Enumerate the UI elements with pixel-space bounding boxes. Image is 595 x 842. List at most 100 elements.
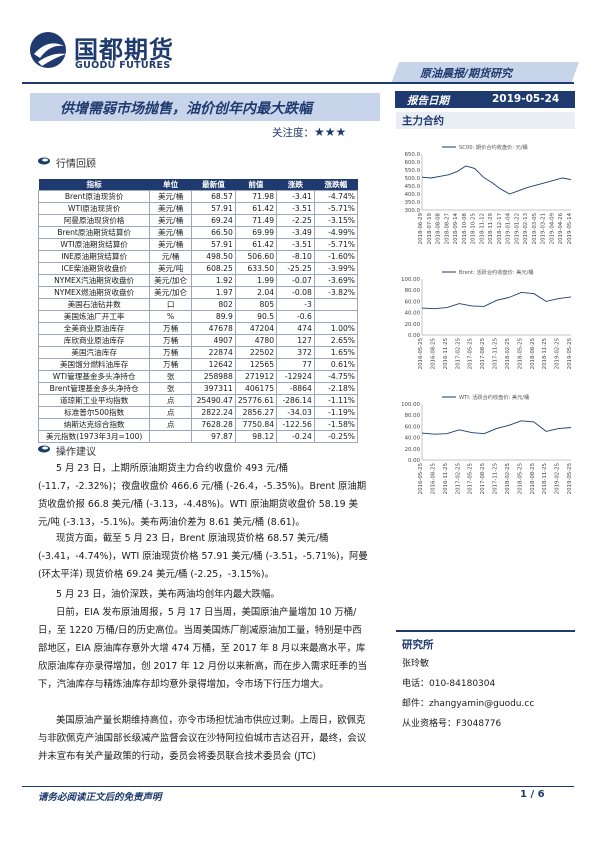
table-row: WTI原油现货价 美元/桶 57.91 61.42 -3.51 -5.71% (37, 202, 359, 215)
table-cell: -3 (276, 298, 315, 311)
table-row: 标准普尔500指数点 2822.24 2856.27 -34.03 -1.19% (37, 406, 359, 419)
table-cell: 22502 (234, 346, 278, 359)
table-row: 纳斯达克综合指数点 7628.28 7750.84 -122.56 -1.58% (37, 418, 359, 431)
table-cell: -3.41 (276, 190, 315, 203)
table-cell: 77 (276, 358, 315, 371)
table-cell: 506.60 (234, 250, 278, 263)
table-row: ICE柴油期货收盘价 美元/吨 608.25 633.50 -25.25 -3.99% (37, 262, 359, 275)
x-tick-label: 2018-08-27 (444, 213, 450, 244)
x-tick-label: 2019-01-04 (506, 212, 512, 244)
y-tick-label: 450.0 (405, 184, 421, 190)
table-cell: 美元/加仑 (149, 286, 192, 299)
x-tick-label: 2019-05-25 (567, 463, 573, 494)
y-tick-label: 60.00 (405, 424, 421, 430)
table-row: 库欣商业原油库存 万桶 4907 4780 127 2.65% (37, 334, 359, 347)
indicator-name: Brent原油期货结算价 (37, 226, 151, 239)
x-tick-label: 2018-02-25 (505, 463, 511, 494)
col-header: 单位 (149, 179, 192, 191)
table-cell: -3.99% (313, 262, 359, 275)
x-tick-label: 2018-09-14 (453, 212, 459, 244)
y-tick-label: 300.0 (405, 208, 421, 214)
table-cell: 万桶 (149, 346, 192, 359)
indicator-name: 美元指数(1973年3月=100) (37, 430, 151, 443)
table-cell: -12924 (276, 370, 315, 383)
table-cell: -122.56 (276, 418, 315, 431)
contact-title: 研究所 (402, 639, 434, 651)
table-cell: -34.03 (276, 406, 315, 419)
x-tick-label: 2017-08-25 (480, 338, 486, 369)
x-tick-label: 2017-11-25 (493, 338, 499, 369)
x-tick-label: 2016-11-25 (443, 463, 449, 494)
x-tick-label: 2018-05-25 (517, 463, 523, 494)
table-cell: 127 (276, 334, 315, 347)
table-cell (313, 310, 359, 323)
analyst-email[interactable]: 邮件：zhangyamin@guodu.cc (402, 699, 535, 709)
x-tick-label: 2016-08-25 (430, 463, 436, 494)
chart-legend: Brent: 活跃合约收盘价: 美元/桶 (459, 268, 534, 276)
report-date-bar (395, 91, 575, 108)
y-tick-label: 500.0 (405, 176, 421, 182)
table-cell: 69.24 (191, 214, 236, 227)
x-tick-label: 2018-02-25 (505, 338, 511, 369)
table-cell (313, 298, 359, 311)
chart-sc-price: SC00: 期价合约收盘价: 元/桶 650.0 600.0 550.0 500.0 45… (405, 143, 573, 244)
table-cell: -3.15% (313, 214, 359, 227)
table-cell: 美元/桶 (149, 202, 192, 215)
y-tick-label: 20.00 (405, 447, 421, 453)
x-tick-label: 2018-08-25 (530, 338, 536, 369)
table-row: NYMEX燃油期货收盘价 美元/加仑 1.97 2.04 -0.08 -3.82% (37, 286, 359, 299)
col-header: 前值 (235, 179, 277, 191)
indicator-name: 标准普尔500指数 (37, 406, 151, 419)
x-tick-label: 2017-08-25 (480, 463, 486, 494)
x-tick-label: 2018-11-12 (479, 213, 485, 244)
series-line (421, 420, 572, 435)
x-tick-label: 2018-08-25 (530, 463, 536, 494)
table-cell: -8.10 (276, 250, 315, 263)
table-cell: -2.25 (276, 214, 315, 227)
table-row: 道琼斯工业平均指数点 25490.47 25776.61 -286.14 -1.11% (37, 394, 359, 407)
report-title: 供增需弱市场抛售，油价创年内最大跌幅 (60, 101, 312, 117)
table-cell: -25.25 (276, 262, 315, 275)
table-cell: 万桶 (149, 358, 192, 371)
y-tick-label: 550.0 (405, 168, 421, 174)
x-tick-label: 2019-04-09 (549, 212, 555, 244)
indicator-name: 美国炼油厂开工率 (37, 310, 151, 323)
table-cell: 12565 (234, 358, 278, 371)
y-tick-label: 60.00 (405, 299, 421, 305)
y-tick-label: 600.0 (405, 160, 421, 166)
indicator-name: 全美商业原油库存 (37, 322, 151, 335)
table-cell: 口 (149, 298, 192, 311)
table-cell: -5.71% (313, 238, 359, 251)
x-tick-label: 2019-03-21 (541, 213, 547, 244)
series-line (421, 165, 572, 195)
table-cell: 633.50 (234, 262, 278, 275)
y-tick-label: 100.00 (401, 402, 420, 408)
table-cell: 点 (149, 418, 192, 431)
table-cell: 68.57 (191, 190, 236, 203)
x-tick-label: 2018-10-08 (462, 212, 468, 244)
table-cell: 美元/吨 (149, 262, 192, 275)
indicator-name: 纳斯达克综合指数 (37, 418, 151, 431)
table-cell: 美元/桶 (149, 226, 192, 239)
y-tick-label: 0.00 (408, 458, 421, 464)
section-bullet-icon (38, 445, 50, 453)
table-cell: 805 (234, 298, 278, 311)
table-cell: 397311 (191, 382, 236, 395)
x-tick-label: 2018-08-08 (436, 212, 442, 244)
table-cell: -8864 (276, 382, 315, 395)
x-tick-label: 2016-05-25 (418, 463, 424, 494)
disclaimer-link[interactable]: 请务必阅读正文后的免责声明 (38, 792, 162, 803)
table-cell: 万桶 (149, 322, 192, 335)
y-tick-label: 100.00 (401, 277, 420, 283)
indicator-name: 阿曼原油现货价格 (37, 214, 151, 227)
table-cell: -5.71% (313, 202, 359, 215)
market-data-table: 指标 单位 最新值 前值 涨跌 涨跌幅 Brent原油现货价 美元/桶 68.57 7… (37, 179, 359, 443)
indicator-name: NYMEX汽油期货收盘价 (37, 274, 151, 287)
table-cell: -4.99% (313, 226, 359, 239)
table-cell: 2.65% (313, 334, 359, 347)
y-tick-label: 40.00 (405, 436, 421, 442)
table-cell: 90.5 (234, 310, 278, 323)
y-tick-label: 80.00 (405, 288, 421, 294)
indicator-name: WTI管理基金多头净持仓 (37, 370, 151, 383)
table-cell: 89.9 (191, 310, 236, 323)
